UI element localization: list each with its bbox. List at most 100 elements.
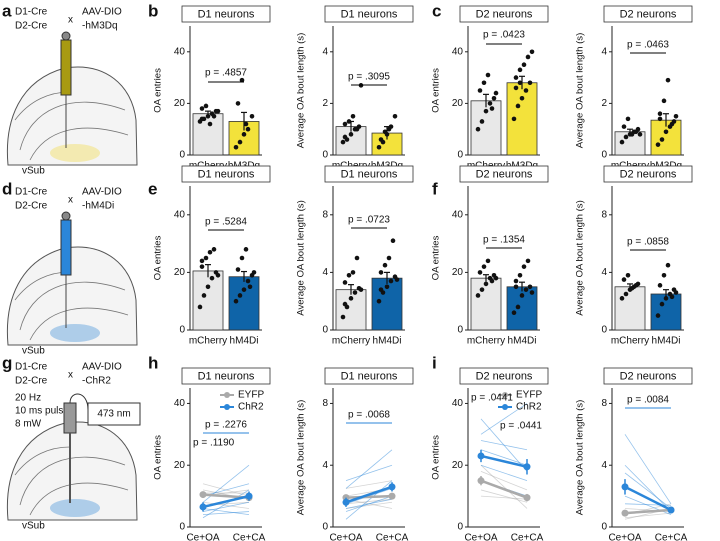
data-point (623, 291, 629, 297)
subject-line (480, 418, 528, 472)
data-point (633, 129, 639, 135)
x-tick-label: Ce+CA (655, 533, 688, 541)
y-tick-label: 4 (322, 460, 328, 471)
subject-line (202, 508, 250, 516)
data-point (517, 67, 523, 73)
data-point (243, 121, 249, 127)
data-point (659, 137, 665, 142)
mean-line (345, 494, 393, 499)
x-tick-label: hM4Di (230, 336, 259, 347)
data-point (247, 284, 253, 290)
y-tick-label: 20 (174, 98, 186, 109)
y-tick-label: 40 (452, 398, 464, 409)
p-value: p = .0723 (348, 215, 390, 226)
subject-line (480, 495, 528, 500)
data-point (485, 258, 491, 264)
data-point (483, 281, 489, 287)
subject-line (345, 480, 393, 489)
y-tick-label: 4 (322, 46, 328, 57)
data-point (663, 129, 669, 135)
virus: AAV-DIO (82, 7, 122, 18)
fiber-cable (69, 393, 89, 411)
mouse-line: D1-Cre (15, 362, 48, 373)
data-point (655, 142, 661, 147)
data-point (215, 108, 221, 114)
x-tick-label: Ce+CA (376, 533, 409, 541)
fiber-head (63, 402, 77, 434)
mean-point (621, 483, 629, 491)
legend-label: ChR2 (516, 402, 542, 413)
mean-point (621, 509, 629, 517)
y-tick-label: 20 (452, 267, 464, 278)
data-point (475, 126, 481, 132)
bar (228, 276, 260, 331)
data-point (619, 296, 625, 301)
data-point (239, 255, 245, 261)
mouse-line: D2-Cre (15, 21, 48, 32)
y-tick-label: 0 (179, 522, 185, 533)
cross: x (68, 195, 73, 206)
y-tick-label: 20 (174, 460, 186, 471)
data-point (523, 88, 529, 93)
data-point (233, 144, 239, 150)
title-box (324, 165, 414, 183)
data-point (388, 278, 394, 284)
data-point (354, 255, 360, 261)
y-axis-label: OA entries (153, 435, 164, 480)
data-point (479, 287, 485, 292)
subject-line (202, 501, 250, 512)
data-point (515, 103, 521, 109)
mean-point (523, 463, 531, 471)
y-axis-label: OA entries (431, 235, 442, 280)
data-point (203, 103, 209, 109)
y-tick-label: 4 (601, 267, 607, 278)
virus: -hM4Di (82, 201, 114, 212)
mean-point (199, 491, 207, 499)
x-tick-label: mCherry (611, 336, 649, 347)
vsub-region (50, 324, 100, 342)
data-point (394, 277, 400, 282)
y-tick-label: 8 (322, 209, 328, 220)
data-point (621, 277, 627, 282)
data-point (623, 134, 629, 140)
legend-swatch (502, 392, 508, 398)
data-point (511, 310, 517, 316)
y-tick-label: 20 (452, 460, 464, 471)
mouse-line: D1-Cre (15, 187, 48, 198)
panel-label: a (2, 1, 12, 20)
data-point (382, 262, 388, 268)
data-point (657, 116, 663, 122)
p-value: p = .2276 (205, 420, 247, 431)
x-tick-label: Ce+OA (608, 533, 641, 541)
y-axis-label: OA entries (153, 235, 164, 280)
data-point (629, 285, 635, 291)
data-point (479, 119, 485, 124)
bar (470, 277, 502, 331)
data-point (475, 293, 481, 298)
data-point (237, 139, 243, 145)
data-point (205, 284, 211, 290)
subject-line (480, 464, 528, 509)
data-point (493, 90, 499, 96)
y-tick-label: 40 (452, 46, 464, 57)
p-value: p = .0441 (471, 393, 513, 404)
p-value: p = .4857 (205, 68, 247, 79)
data-point (235, 267, 241, 272)
title-box (324, 367, 414, 385)
subject-line (345, 449, 393, 489)
cross: x (68, 370, 73, 381)
data-point (513, 278, 519, 284)
vsub-region (50, 499, 100, 517)
data-point (241, 287, 247, 292)
chart-title: D2 neurons (476, 8, 533, 20)
virus: AAV-DIO (82, 187, 122, 198)
data-point (657, 111, 663, 117)
data-point (665, 262, 671, 268)
data-point (657, 283, 663, 288)
subject-line (624, 512, 672, 519)
data-point (665, 77, 671, 83)
mean-point (667, 506, 675, 514)
data-point (673, 290, 679, 295)
y-tick-label: 0 (601, 325, 607, 336)
y-tick-label: 0 (179, 150, 185, 161)
